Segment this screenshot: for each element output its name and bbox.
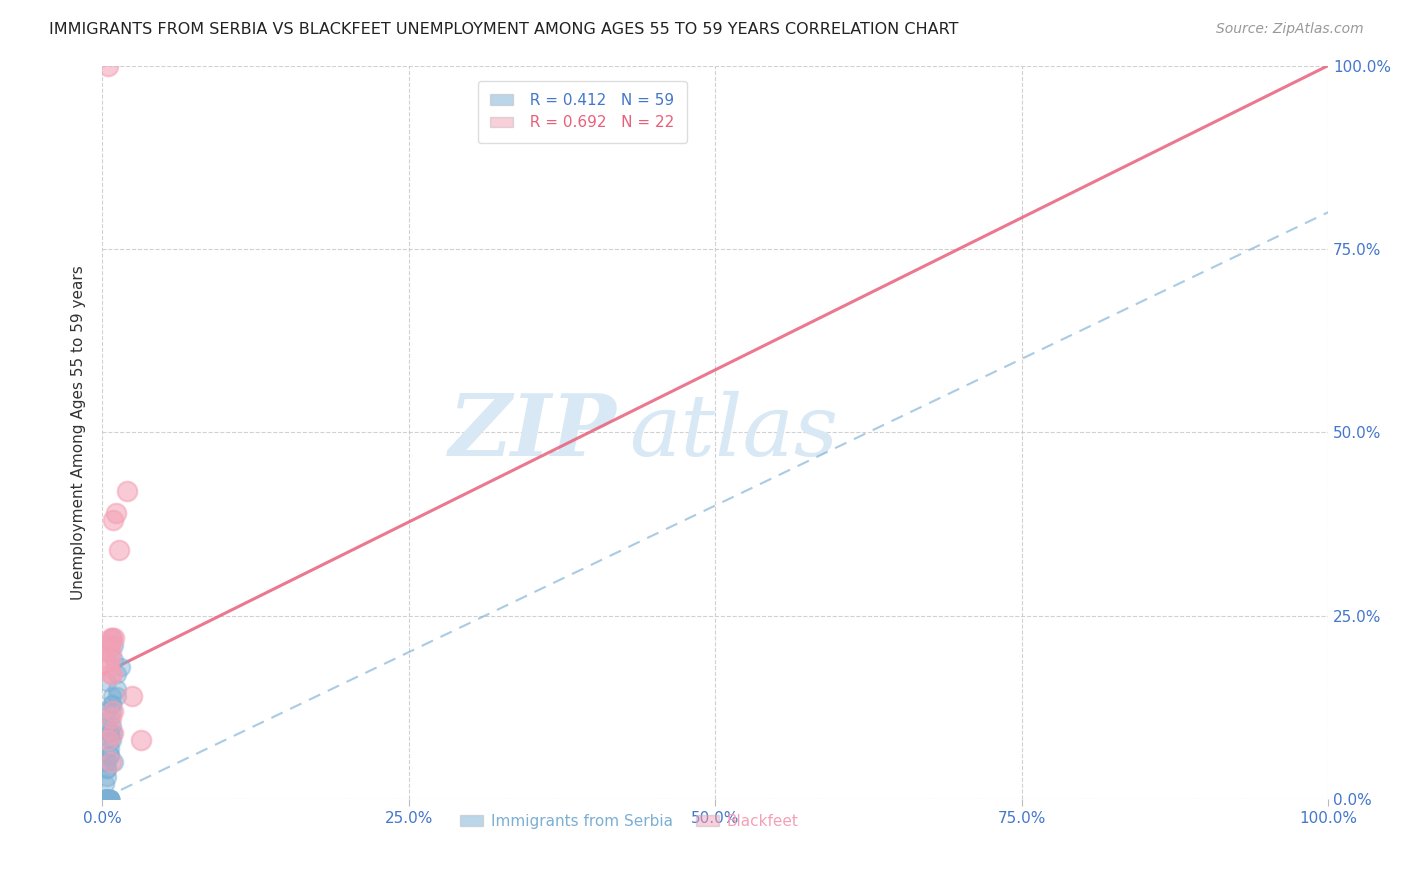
Point — [93, 792, 115, 806]
Point — [96, 792, 118, 806]
Point — [96, 792, 118, 806]
Point — [98, 792, 121, 806]
Point — [97, 645, 120, 659]
Point — [96, 792, 118, 806]
Point — [96, 645, 118, 659]
Point — [103, 513, 125, 527]
Point — [104, 506, 127, 520]
Point — [98, 747, 121, 762]
Point — [97, 733, 120, 747]
Point — [115, 483, 138, 498]
Point — [108, 542, 131, 557]
Point — [98, 638, 121, 652]
Point — [101, 718, 124, 732]
Point — [93, 792, 115, 806]
Point — [96, 792, 118, 806]
Point — [98, 733, 121, 747]
Point — [93, 792, 115, 806]
Point — [98, 792, 121, 806]
Point — [94, 755, 117, 769]
Point — [103, 704, 125, 718]
Point — [93, 792, 115, 806]
Point — [93, 777, 115, 791]
Point — [93, 792, 115, 806]
Point — [101, 697, 124, 711]
Point — [103, 726, 125, 740]
Point — [131, 733, 153, 747]
Point — [101, 689, 124, 703]
Point — [96, 792, 118, 806]
Point — [98, 740, 121, 755]
Point — [101, 733, 124, 747]
Y-axis label: Unemployment Among Ages 55 to 59 years: Unemployment Among Ages 55 to 59 years — [72, 265, 86, 599]
Point — [98, 652, 121, 666]
Point — [100, 755, 122, 769]
Point — [93, 792, 115, 806]
Point — [96, 792, 118, 806]
Point — [93, 792, 115, 806]
Point — [110, 660, 132, 674]
Point — [98, 747, 121, 762]
Point — [98, 792, 121, 806]
Point — [96, 763, 118, 777]
Point — [100, 638, 122, 652]
Point — [101, 631, 124, 645]
Point — [96, 792, 118, 806]
Point — [100, 645, 122, 659]
Point — [93, 792, 115, 806]
Point — [100, 631, 122, 645]
Point — [103, 638, 125, 652]
Legend: Immigrants from Serbia, Blackfeet: Immigrants from Serbia, Blackfeet — [454, 808, 804, 835]
Point — [105, 667, 128, 681]
Point — [98, 792, 121, 806]
Text: ZIP: ZIP — [450, 391, 617, 474]
Point — [98, 726, 121, 740]
Point — [96, 763, 118, 777]
Point — [98, 792, 121, 806]
Point — [96, 718, 118, 732]
Point — [93, 792, 115, 806]
Point — [97, 59, 120, 73]
Text: IMMIGRANTS FROM SERBIA VS BLACKFEET UNEMPLOYMENT AMONG AGES 55 TO 59 YEARS CORRE: IMMIGRANTS FROM SERBIA VS BLACKFEET UNEM… — [49, 22, 959, 37]
Text: Source: ZipAtlas.com: Source: ZipAtlas.com — [1216, 22, 1364, 37]
Point — [103, 726, 125, 740]
Point — [96, 792, 118, 806]
Point — [105, 681, 128, 696]
Point — [101, 631, 124, 645]
Point — [103, 755, 125, 769]
Point — [97, 660, 120, 674]
Point — [96, 755, 118, 769]
Point — [101, 667, 124, 681]
Point — [93, 792, 115, 806]
Point — [100, 711, 122, 725]
Point — [98, 711, 121, 725]
Point — [98, 726, 121, 740]
Point — [96, 770, 118, 784]
Point — [103, 652, 125, 666]
Point — [96, 704, 118, 718]
Point — [121, 689, 143, 703]
Point — [101, 697, 124, 711]
Point — [103, 631, 125, 645]
Point — [98, 792, 121, 806]
Point — [105, 689, 128, 703]
Point — [96, 674, 118, 689]
Point — [93, 792, 115, 806]
Point — [100, 667, 122, 681]
Point — [96, 792, 118, 806]
Text: atlas: atlas — [630, 391, 838, 474]
Point — [101, 704, 124, 718]
